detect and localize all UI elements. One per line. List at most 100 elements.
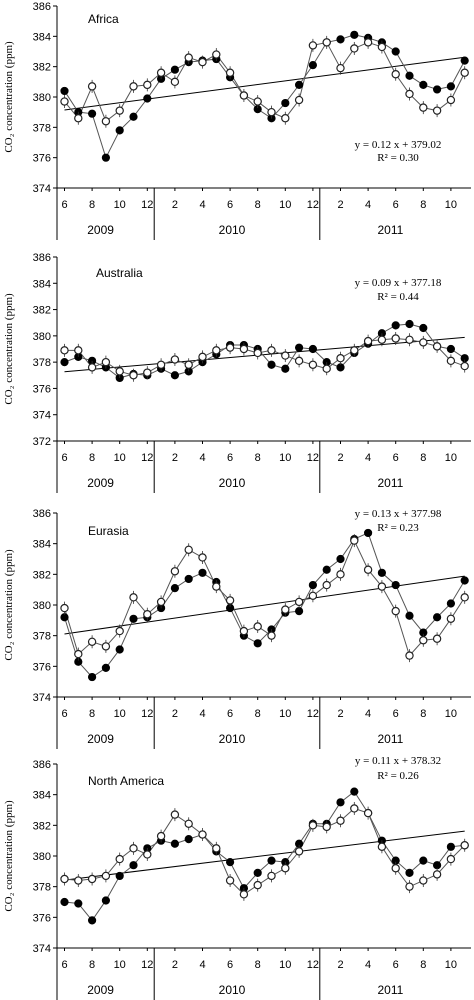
filled-marker <box>405 611 414 620</box>
open-marker <box>253 97 262 106</box>
open-marker <box>225 876 235 885</box>
filled-marker <box>336 35 345 44</box>
year-label: 2010 <box>219 732 246 746</box>
x-tick-label: 6 <box>227 452 233 464</box>
eurasia-panel: 374 376 378 380 382 384 386 CO₂ concentration (… <box>3 508 471 749</box>
open-marker <box>460 593 469 602</box>
open-marker <box>294 356 304 366</box>
open-marker <box>432 106 442 115</box>
open-marker <box>239 344 249 354</box>
x-tick-label: 8 <box>255 199 261 211</box>
filled-marker <box>446 842 456 851</box>
x-tick-label: 12 <box>141 452 153 464</box>
y-tick-label: 382 <box>33 62 51 74</box>
filled-marker <box>308 344 318 354</box>
year-label: 2009 <box>87 476 114 490</box>
y-tick-label: 376 <box>33 383 51 395</box>
filled-marker <box>295 343 304 352</box>
open-marker <box>239 626 249 636</box>
year-label: 2009 <box>87 983 114 997</box>
y-tick-label: 378 <box>33 631 51 643</box>
open-marker <box>460 841 469 850</box>
x-tick-label: 8 <box>420 959 426 971</box>
filled-marker <box>405 71 414 80</box>
open-marker <box>405 882 414 891</box>
open-marker <box>308 821 318 830</box>
filled-marker <box>143 94 152 103</box>
filled-marker <box>253 639 262 648</box>
x-tick-label: 8 <box>255 959 261 971</box>
series-line-open <box>64 539 466 657</box>
x-tick-label: 12 <box>141 708 153 720</box>
filled-marker <box>115 126 124 135</box>
open-marker <box>377 842 387 852</box>
open-marker <box>129 82 138 91</box>
filled-marker <box>60 86 69 96</box>
open-marker <box>405 89 414 99</box>
y-tick-label: 378 <box>33 882 51 894</box>
y-axis-label: CO₂ concentration (ppm) <box>3 549 15 661</box>
x-tick-label: 6 <box>227 959 233 971</box>
open-marker <box>198 830 207 839</box>
open-marker <box>308 360 318 369</box>
filled-marker <box>281 98 290 108</box>
series-line-filled <box>64 323 465 379</box>
open-marker <box>170 567 180 576</box>
x-tick-label: 10 <box>445 199 457 211</box>
open-marker <box>198 352 207 362</box>
trend-line <box>64 336 465 373</box>
y-tick-label: 380 <box>33 600 51 612</box>
y-tick-label: 386 <box>33 252 51 264</box>
r-squared: R² = 0.23 <box>377 522 419 534</box>
filled-marker <box>170 584 179 593</box>
open-marker <box>294 95 304 105</box>
y-tick-label: 384 <box>33 790 51 802</box>
x-tick-label: 6 <box>227 708 233 720</box>
series-line-open <box>64 807 466 895</box>
filled-marker <box>405 319 414 329</box>
filled-marker <box>129 112 138 121</box>
y-tick-label: 384 <box>33 278 51 290</box>
year-label: 2011 <box>377 223 403 237</box>
x-tick-label: 4 <box>199 452 205 464</box>
filled-marker <box>350 30 359 39</box>
region-title: North America <box>88 774 164 788</box>
open-marker <box>60 97 69 106</box>
open-marker <box>87 637 97 647</box>
open-marker <box>143 80 152 90</box>
y-axis-label: CO₂ concentration (ppm) <box>3 293 15 405</box>
open-marker <box>336 570 345 579</box>
y-tick-label: 382 <box>33 820 51 832</box>
x-tick-label: 10 <box>279 959 291 971</box>
open-marker <box>184 819 193 829</box>
x-tick-label: 6 <box>61 199 67 211</box>
open-marker <box>308 591 318 601</box>
open-marker <box>184 545 193 555</box>
open-marker <box>60 874 69 884</box>
year-label: 2010 <box>219 983 246 997</box>
series-line-filled <box>64 532 466 678</box>
open-marker <box>212 50 221 59</box>
open-marker <box>432 634 442 643</box>
year-label: 2011 <box>377 983 403 997</box>
open-marker <box>391 606 400 616</box>
filled-marker <box>267 360 276 369</box>
series-line-open <box>64 41 466 123</box>
x-tick-label: 6 <box>227 199 233 211</box>
open-marker <box>253 880 262 890</box>
filled-marker <box>87 109 97 118</box>
filled-marker <box>336 798 345 807</box>
open-marker <box>143 610 152 619</box>
open-marker <box>350 804 359 813</box>
open-marker <box>432 342 442 351</box>
open-marker <box>60 346 69 355</box>
x-tick-label: 8 <box>420 708 426 720</box>
x-tick-label: 10 <box>445 959 457 971</box>
filled-marker <box>170 839 179 848</box>
open-marker <box>156 597 166 607</box>
x-tick-label: 6 <box>61 452 67 464</box>
open-marker <box>391 70 400 79</box>
open-marker <box>336 816 345 825</box>
open-marker <box>74 649 83 659</box>
filled-marker <box>391 321 400 330</box>
